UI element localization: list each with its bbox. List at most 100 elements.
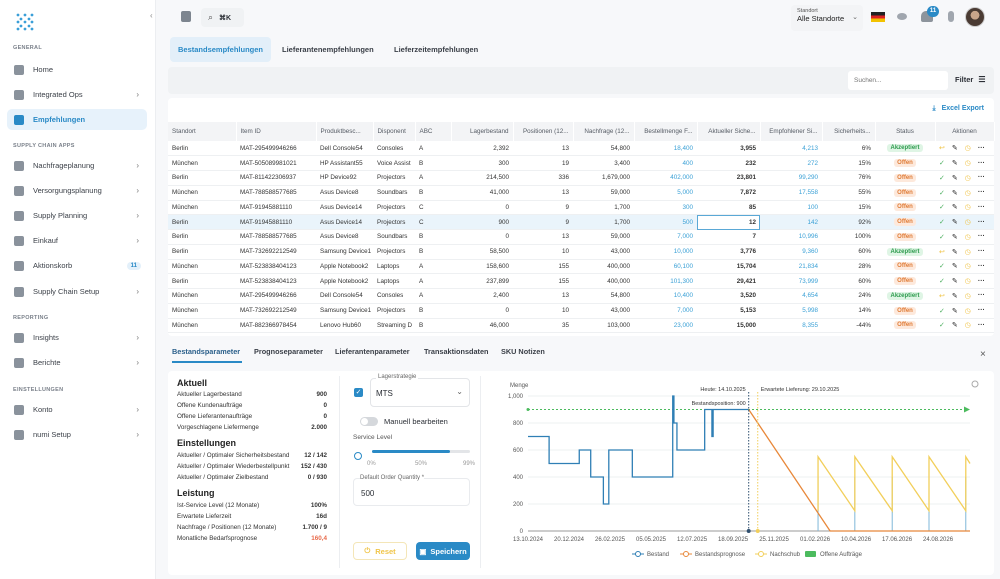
accept-check-icon[interactable]: ✓ [939,263,945,271]
clock-icon[interactable]: ◷ [964,204,971,212]
undo-icon[interactable]: ↩ [939,248,945,256]
column-header[interactable]: ABC [415,122,452,141]
location-select[interactable]: Standort Alle Standorte ⌄ [791,5,863,31]
accept-check-icon[interactable]: ✓ [939,307,945,315]
accept-check-icon[interactable]: ✓ [939,204,945,212]
cell-9[interactable]: 29,421 [697,273,760,289]
sidebar-item-insights[interactable]: Insights › [7,327,147,348]
table-row[interactable]: München MAT-732692212549 Samsung Device1 Pr… [168,303,994,319]
clock-icon[interactable]: ◷ [964,174,971,182]
clock-icon[interactable]: ◷ [964,292,971,300]
sidebar-item-nachfrageplanung[interactable]: Nachfrageplanung › [7,155,147,176]
cell-9[interactable]: 12 [697,214,760,230]
column-header[interactable]: Status [875,122,936,141]
excel-export-button[interactable]: ⤓ Excel Export [932,105,984,113]
sidebar-item-berichte[interactable]: Berichte › [7,352,147,373]
cell-9[interactable]: 15,000 [697,318,760,334]
cell-9[interactable]: 3,520 [697,288,760,304]
more-options-icon[interactable]: ··· [977,292,985,300]
edit-pencil-icon[interactable]: ✎ [951,174,958,182]
edit-pencil-icon[interactable]: ✎ [951,263,958,271]
table-row[interactable]: Berlin MAT-91945881110 Asus Device14 Projec… [168,214,994,230]
column-header[interactable]: Standort [168,122,237,141]
accept-check-icon[interactable]: ✓ [939,278,945,286]
undo-icon[interactable]: ↩ [939,292,945,300]
cell-9[interactable]: 3,776 [697,244,760,260]
clock-icon[interactable]: ◷ [964,189,971,197]
table-row[interactable]: München MAT-882366978454 Lenovo Hub60 Strea… [168,318,994,334]
sidebar-item-home[interactable]: Home [7,59,147,80]
accept-check-icon[interactable]: ✓ [939,160,945,168]
accept-check-icon[interactable]: ✓ [939,322,945,330]
table-row[interactable]: Berlin MAT-295499946266 Dell Console54 Cons… [168,141,994,157]
user-avatar[interactable] [965,7,985,27]
clock-icon[interactable]: ◷ [964,307,971,315]
bell-icon[interactable] [921,11,933,22]
clock-icon[interactable]: ◷ [964,233,971,241]
edit-pencil-icon[interactable]: ✎ [951,248,958,256]
column-header[interactable]: Sicherheits... [822,122,876,141]
more-options-icon[interactable]: ··· [977,159,985,167]
more-options-icon[interactable]: ··· [977,174,985,182]
clock-icon[interactable]: ◷ [964,145,971,153]
column-header[interactable]: Nachfrage (12... [573,122,635,141]
sidebar-item-empfehlungen[interactable]: Empfehlungen [7,109,147,130]
eye-icon[interactable] [897,13,907,20]
sidebar-item-numi-setup[interactable]: numi Setup › [7,424,147,445]
sidebar-item-integrated-ops[interactable]: Integrated Ops › [7,84,147,105]
collapse-sidebar-button[interactable]: ‹ [150,11,153,20]
command-search-button[interactable]: ⌕ ⌘K [201,8,244,27]
table-row[interactable]: Berlin MAT-788588577685 Asus Device8 Soundb… [168,229,994,245]
more-options-icon[interactable]: ··· [977,218,985,226]
accept-check-icon[interactable]: ✓ [939,233,945,241]
edit-pencil-icon[interactable]: ✎ [951,204,958,212]
save-button[interactable]: ▣ Speichern [416,542,470,560]
edit-pencil-icon[interactable]: ✎ [951,160,958,168]
sidebar-item-supply-chain-setup[interactable]: Supply Chain Setup › [7,281,147,302]
strategy-select[interactable]: Lagerstrategie MTS ⌄ [370,374,470,407]
more-options-icon[interactable]: ··· [977,262,985,270]
more-options-icon[interactable]: ··· [977,189,985,197]
table-row[interactable]: München MAT-505089981021 HP Assistant55 Voi… [168,155,994,171]
clock-icon[interactable]: ◷ [964,278,971,286]
search-input[interactable] [848,71,948,90]
column-header[interactable]: Lagerbestand [451,122,514,141]
edit-pencil-icon[interactable]: ✎ [951,292,958,300]
cell-9[interactable]: 7 [697,229,760,245]
column-header[interactable]: Empfohlener Si... [760,122,823,141]
tab-lieferantenempfehlungen[interactable]: Lieferantenempfehlungen [282,45,374,54]
edit-pencil-icon[interactable]: ✎ [951,322,958,330]
sidebar-item-aktionskorb[interactable]: Aktionskorb 11 [7,255,147,276]
accept-check-icon[interactable]: ✓ [939,219,945,227]
more-options-icon[interactable]: ··· [977,277,985,285]
chart-settings-icon[interactable] [971,380,979,388]
column-header[interactable]: Aktueller Siche... [697,122,761,141]
detail-tab-transaktionsdaten[interactable]: Transaktionsdaten [424,347,489,356]
table-row[interactable]: Berlin MAT-732692212549 Samsung Device1 Pro… [168,244,994,260]
more-options-icon[interactable]: ··· [977,233,985,241]
cell-9[interactable]: 7,872 [697,185,760,201]
save-icon[interactable] [181,11,191,22]
column-header[interactable]: Aktionen [935,122,995,141]
strategy-checkbox[interactable]: ✓ [354,388,363,397]
german-flag-icon[interactable] [871,12,885,22]
more-options-icon[interactable]: ··· [977,144,985,152]
table-row[interactable]: Berlin MAT-523838404123 Apple Notebook2 Lap… [168,273,994,289]
cell-9[interactable]: 3,955 [697,141,760,157]
undo-icon[interactable]: ↩ [939,145,945,153]
sidebar-item-konto[interactable]: Konto › [7,399,147,420]
detail-tab-bestandsparameter[interactable]: Bestandsparameter [172,347,241,356]
accept-check-icon[interactable]: ✓ [939,174,945,182]
cell-9[interactable]: 85 [697,200,760,216]
default-order-quantity-input[interactable]: Default Order Quantity * 500 [353,475,470,506]
edit-pencil-icon[interactable]: ✎ [951,307,958,315]
sidebar-item-versorgungsplanung[interactable]: Versorgungsplanung › [7,180,147,201]
cell-9[interactable]: 15,704 [697,259,760,275]
cell-9[interactable]: 232 [697,155,760,171]
tab-bestandsempfehlungen[interactable]: Bestandsempfehlungen [170,37,272,62]
table-row[interactable]: Berlin MAT-811422306937 HP Device92 Project… [168,170,994,186]
table-row[interactable]: München MAT-788588577685 Asus Device8 Sound… [168,185,994,201]
detail-tab-sku-notizen[interactable]: SKU Notizen [501,347,545,356]
table-row[interactable]: München MAT-91945881110 Asus Device14 Proje… [168,200,994,216]
column-header[interactable]: Produktbesc... [316,122,374,141]
